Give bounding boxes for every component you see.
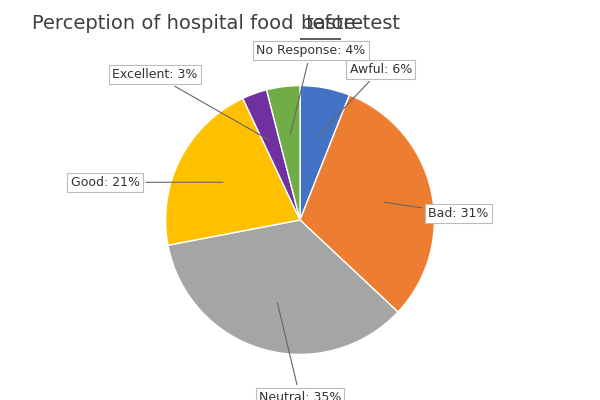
Wedge shape bbox=[168, 220, 398, 354]
Wedge shape bbox=[166, 98, 300, 245]
Wedge shape bbox=[243, 90, 300, 220]
Wedge shape bbox=[300, 95, 434, 312]
Wedge shape bbox=[266, 86, 300, 220]
Text: Bad: 31%: Bad: 31% bbox=[384, 202, 489, 220]
Text: Excellent: 3%: Excellent: 3% bbox=[112, 68, 269, 140]
Wedge shape bbox=[300, 86, 349, 220]
Text: Neutral: 35%: Neutral: 35% bbox=[259, 303, 341, 400]
Text: taste-test: taste-test bbox=[300, 14, 400, 33]
Text: No Response: 4%: No Response: 4% bbox=[256, 44, 365, 135]
Text: Good: 21%: Good: 21% bbox=[71, 176, 223, 189]
Text: Awful: 6%: Awful: 6% bbox=[317, 63, 412, 136]
Text: Perception of hospital food: Perception of hospital food bbox=[32, 14, 300, 33]
Text: before: before bbox=[300, 14, 363, 33]
